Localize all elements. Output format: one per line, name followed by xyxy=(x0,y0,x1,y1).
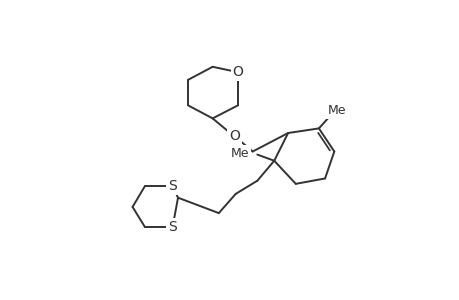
Text: O: O xyxy=(232,65,243,79)
Text: O: O xyxy=(228,129,239,143)
Text: Me: Me xyxy=(327,104,345,117)
Text: Me: Me xyxy=(230,147,249,160)
Text: S: S xyxy=(168,220,177,234)
Text: S: S xyxy=(168,179,177,193)
